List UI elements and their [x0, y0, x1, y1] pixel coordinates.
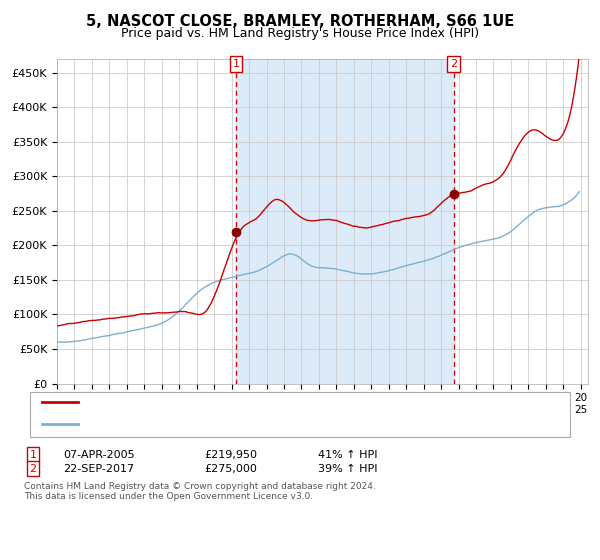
Text: 07-APR-2005: 07-APR-2005: [63, 450, 134, 460]
Text: £219,950: £219,950: [204, 450, 257, 460]
Text: 2: 2: [450, 59, 457, 69]
Text: HPI: Average price, detached house, Rotherham: HPI: Average price, detached house, Roth…: [84, 419, 334, 430]
Text: £275,000: £275,000: [204, 464, 257, 474]
Text: 22-SEP-2017: 22-SEP-2017: [63, 464, 134, 474]
Bar: [236, 59, 454, 384]
Text: Contains HM Land Registry data © Crown copyright and database right 2024.
This d: Contains HM Land Registry data © Crown c…: [24, 482, 376, 501]
Text: 39% ↑ HPI: 39% ↑ HPI: [318, 464, 377, 474]
Text: 1: 1: [233, 59, 239, 69]
Text: 2: 2: [29, 464, 37, 474]
Text: 41% ↑ HPI: 41% ↑ HPI: [318, 450, 377, 460]
Text: 5, NASCOT CLOSE, BRAMLEY, ROTHERHAM, S66 1UE: 5, NASCOT CLOSE, BRAMLEY, ROTHERHAM, S66…: [86, 14, 514, 29]
Text: Price paid vs. HM Land Registry's House Price Index (HPI): Price paid vs. HM Land Registry's House …: [121, 27, 479, 40]
Text: 5, NASCOT CLOSE, BRAMLEY, ROTHERHAM, S66 1UE (detached house): 5, NASCOT CLOSE, BRAMLEY, ROTHERHAM, S66…: [84, 397, 452, 407]
Text: 1: 1: [29, 450, 37, 460]
